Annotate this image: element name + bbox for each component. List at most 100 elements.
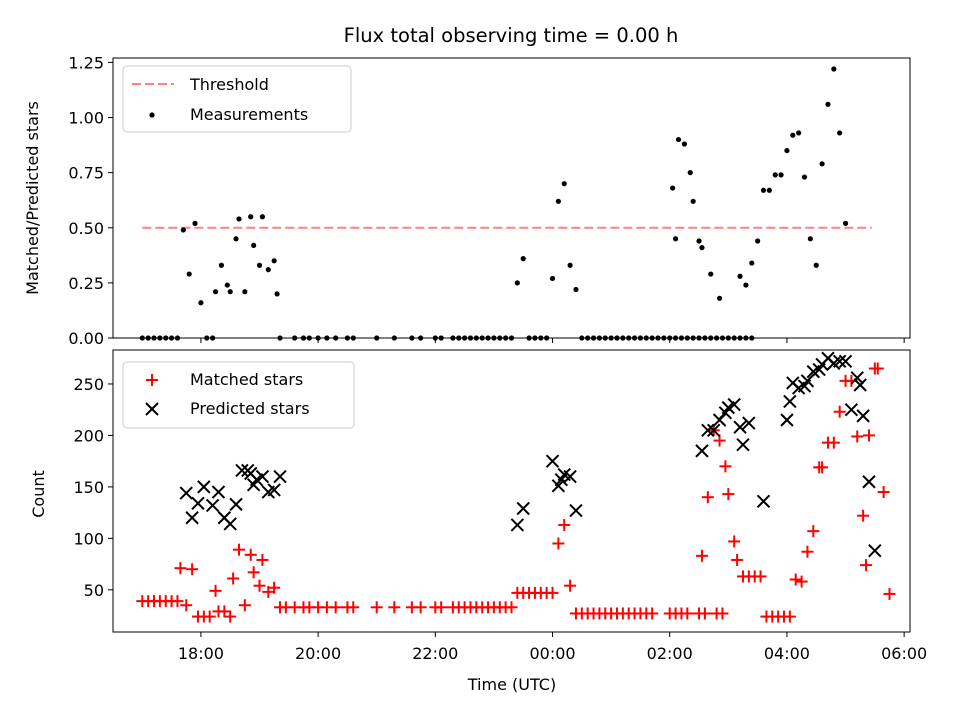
predicted-star-point (701, 423, 715, 437)
matched-star-point (203, 610, 216, 623)
count-y-axis-label: Count (29, 470, 48, 518)
legend-measurements-label: Measurements (190, 105, 308, 124)
matched-star-point (883, 587, 896, 600)
x-tick-label: 18:00 (178, 644, 224, 663)
matched-star-point (728, 535, 741, 548)
matched-star-point (862, 429, 875, 442)
measurement-point (831, 66, 837, 72)
ratio-legend: Threshold Measurements (122, 65, 352, 133)
matched-star-point (505, 601, 518, 614)
matched-star-point (827, 436, 840, 449)
measurement-point (236, 216, 242, 222)
measurement-point (807, 236, 813, 242)
x-tick-label: 04:00 (764, 644, 810, 663)
measurement-point (760, 187, 767, 193)
measurement-point (743, 282, 749, 288)
measurement-point (555, 198, 561, 204)
matched-star-point (716, 607, 729, 620)
matched-star-point (186, 563, 199, 576)
matched-star-point (731, 553, 744, 566)
x-tick-label: 20:00 (295, 644, 341, 663)
predicted-star-point (742, 416, 756, 430)
predicted-star-point (868, 543, 882, 558)
measurement-point (796, 130, 802, 136)
measurement-point (708, 271, 714, 277)
predicted-star-point (733, 420, 747, 434)
predicted-star-point (800, 374, 815, 388)
matched-star-point (370, 601, 383, 614)
predicted-star-point (695, 444, 709, 458)
predicted-star-point (844, 402, 859, 417)
predicted-star-point (756, 494, 771, 508)
matched-star-point (253, 579, 266, 592)
predicted-star-point (185, 511, 199, 525)
measurement-point (242, 289, 248, 295)
legend-matched-swatch (146, 374, 158, 386)
measurement-point (716, 295, 723, 301)
ratio-y-tick-label: 0.00 (68, 329, 104, 348)
measurement-point (251, 242, 257, 249)
measurement-point (218, 262, 225, 268)
measurement-point (749, 260, 755, 266)
matched-star-point (860, 559, 873, 572)
ratio-y-tick-label: 0.50 (68, 219, 104, 238)
measurement-point (813, 262, 819, 268)
matched-star-point (435, 601, 448, 614)
predicted-star-point (856, 409, 870, 423)
matched-star-point (232, 543, 245, 556)
legend-predicted-label: Predicted stars (190, 399, 310, 418)
matched-star-point (722, 488, 735, 501)
measurement-point (790, 132, 796, 138)
legend-measurements-swatch (149, 112, 155, 118)
chart-title: Flux total observing time = 0.00 h (344, 24, 679, 47)
measurement-point (837, 130, 843, 136)
predicted-star-point (273, 469, 287, 484)
predicted-star-point (545, 454, 560, 468)
matched-star-point (807, 525, 820, 538)
matched-star-point (783, 610, 796, 623)
measurement-point (772, 172, 778, 178)
matched-star-point (789, 573, 802, 586)
predicted-star-point (727, 397, 741, 412)
predicted-star-point (235, 463, 249, 478)
matched-star-point (224, 610, 237, 623)
measurement-point (233, 236, 239, 242)
x-tick-label: 22:00 (412, 644, 458, 663)
predicted-star-point (197, 480, 211, 494)
x-tick-label: 00:00 (529, 644, 575, 663)
matched-star-point (238, 599, 251, 612)
count-legend: Matched stars Predicted stars (122, 361, 355, 429)
measurement-point (681, 141, 687, 147)
count-y-tick-label: 50 (84, 581, 104, 600)
measurement-point (573, 286, 579, 293)
matched-star-point (244, 548, 257, 561)
measurement-point (212, 289, 219, 295)
measurement-point (687, 170, 693, 176)
matched-star-point (701, 491, 714, 504)
matched-star-point (816, 461, 829, 474)
measurement-point (825, 101, 831, 107)
measurement-point (766, 187, 772, 193)
matched-star-point (698, 607, 711, 620)
measurement-point (842, 220, 849, 226)
matched-star-point (795, 575, 808, 588)
measurement-point (672, 236, 679, 242)
predicted-star-point (862, 475, 876, 489)
measurement-point (259, 214, 266, 220)
matched-star-point (247, 566, 260, 579)
measurement-point (514, 280, 520, 286)
measurement-point (192, 220, 198, 226)
count-plot-frame (112, 349, 911, 633)
predicted-star-point (780, 413, 794, 427)
measurement-point (274, 291, 280, 297)
measurement-point (549, 275, 556, 282)
matched-star-point (754, 570, 767, 583)
predicted-star-point (838, 354, 853, 369)
matched-star-point (180, 599, 193, 612)
ratio-panel: 0.00 0.25 0.50 0.75 1.00 1.25 Matched/Predict… (23, 53, 911, 348)
matched-star-point (552, 537, 565, 550)
measurement-point (696, 238, 702, 244)
predicted-star-point (223, 517, 237, 531)
measurement-point (567, 262, 573, 268)
measurement-point (520, 256, 526, 262)
